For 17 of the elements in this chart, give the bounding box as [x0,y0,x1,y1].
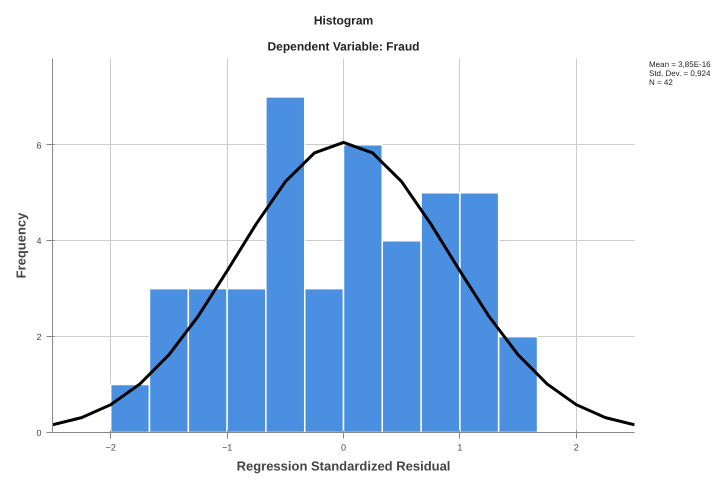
x-axis-title: Regression Standardized Residual [236,458,450,474]
text: Std. Dev. = 0,924 [649,69,710,78]
chart-subtitle: Dependent Variable: Fraud [267,40,420,54]
line-series [52,140,634,426]
text: N = 42 [649,78,673,87]
chart-title: Histogram [314,14,374,28]
y-axis-title: Frequency [13,212,28,278]
y-tick-label: 0 [36,428,42,438]
x-tick-label: 1 [457,442,462,452]
text: Mean = 3,85E-16 [649,60,711,69]
x-tick-label: −2 [106,442,116,452]
y-tick-label: 6 [36,140,42,150]
y-tick-label: 4 [36,236,42,246]
x-tick-label: −1 [222,442,232,452]
y-tick-label: 2 [36,332,42,342]
x-tick-label: 0 [340,442,346,452]
x-tick-label: 2 [574,442,579,452]
